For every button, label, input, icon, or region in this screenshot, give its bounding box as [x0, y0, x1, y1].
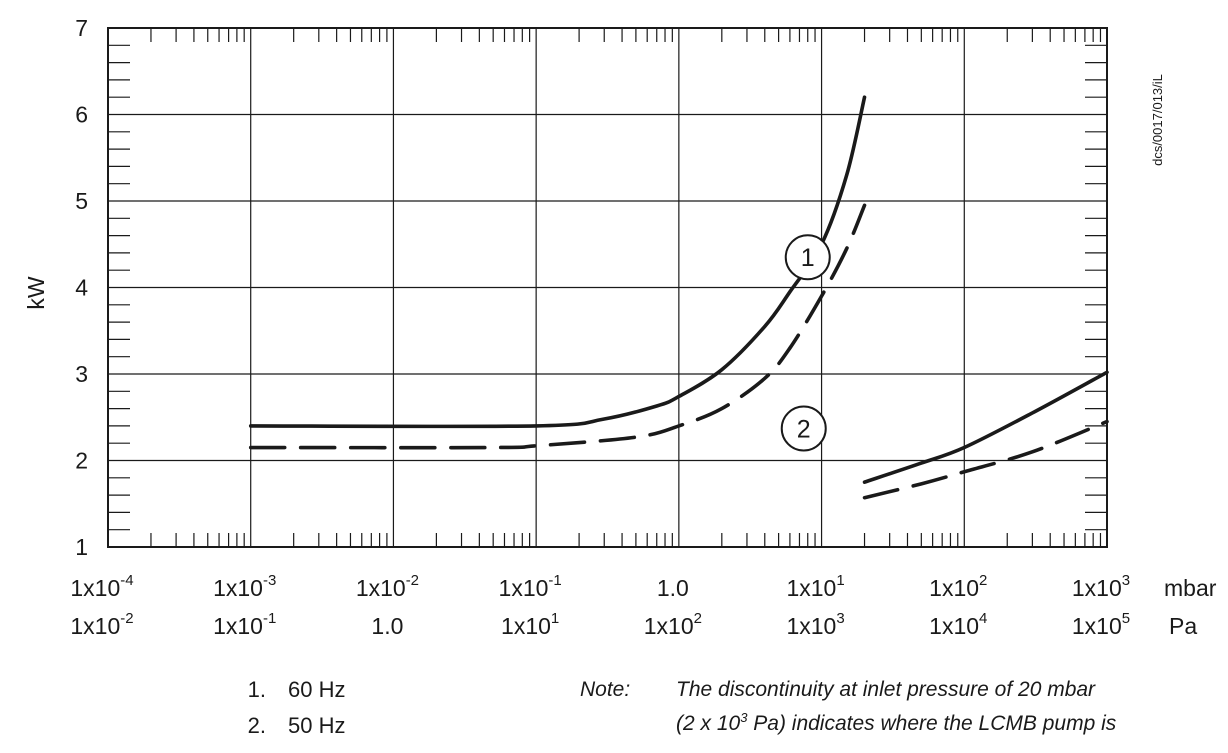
note-text: The discontinuity at inlet pressure of 2…: [676, 676, 1116, 738]
x-tick-label-pa: 1x103: [786, 610, 844, 639]
grid: [108, 28, 1107, 547]
y-axis-title: kW: [23, 276, 49, 310]
x-unit-mbar: mbar: [1164, 575, 1217, 601]
x-tick-label-pa: 1.0: [371, 613, 403, 639]
drawing-reference: dcs/0017/013/iL: [1150, 74, 1165, 166]
legend-item: 2. 50 Hz: [218, 708, 345, 744]
legend-number: 2.: [218, 708, 288, 744]
x-tick-label-pa: 1x104: [929, 610, 987, 639]
note-text-part: Pa) indicates where the LCMB pump is: [747, 712, 1116, 735]
legend-item: 1. 60 Hz: [218, 672, 345, 708]
y-tick-label: 6: [75, 102, 88, 128]
x-tick-label-mbar: 1x10-2: [356, 572, 419, 601]
x-tick-label-mbar: 1x103: [1072, 572, 1130, 601]
curve-label: 1: [801, 244, 815, 272]
x-tick-label-pa: 1x101: [501, 610, 559, 639]
x-tick-label-pa: 1x10-1: [213, 610, 276, 639]
legend-label: 50 Hz: [288, 708, 345, 744]
note-label: Note:: [580, 676, 676, 738]
x-tick-label-mbar: 1x10-1: [499, 572, 562, 601]
note: Note: The discontinuity at inlet pressur…: [580, 676, 1220, 738]
x-tick-label-pa: 1x105: [1072, 610, 1130, 639]
legend-label: 60 Hz: [288, 672, 345, 708]
legend-number: 1.: [218, 672, 288, 708]
x-unit-pa: Pa: [1169, 613, 1197, 639]
legend: 1. 60 Hz 2. 50 Hz: [218, 672, 345, 744]
y-tick-labels: 1 2 3 4 5 6 7: [75, 15, 88, 560]
note-line: (2 x 103 Pa) indicates where the LCMB pu…: [676, 704, 1116, 738]
x-tick-labels: 1x10-4 1x10-3 1x10-2 1x10-1 1.0 1x101 1x102 1x1…: [70, 572, 1130, 639]
x-tick-label-pa: 1x10-2: [70, 610, 133, 639]
series-2-line: [251, 205, 865, 447]
note-text-part: (2 x 10: [676, 712, 740, 735]
y-tick-label: 3: [75, 361, 88, 387]
x-tick-label-mbar: 1.0: [657, 575, 689, 601]
note-line: The discontinuity at inlet pressure of 2…: [676, 676, 1116, 704]
curve-labels: 12: [782, 235, 830, 450]
y-tick-label: 1: [75, 534, 88, 560]
y-tick-label: 5: [75, 188, 88, 214]
y-tick-label: 7: [75, 15, 88, 41]
x-tick-label-mbar: 1x10-3: [213, 572, 276, 601]
x-tick-label-mbar: 1x101: [786, 572, 844, 601]
x-tick-label-mbar: 1x10-4: [70, 572, 133, 601]
series-1-line: [251, 97, 865, 426]
x-tick-label-pa: 1x102: [644, 610, 702, 639]
x-tick-label-mbar: 1x102: [929, 572, 987, 601]
series-2-line: [865, 422, 1107, 498]
curve-label: 2: [797, 415, 811, 443]
y-tick-label: 2: [75, 448, 88, 474]
y-tick-label: 4: [75, 275, 88, 301]
